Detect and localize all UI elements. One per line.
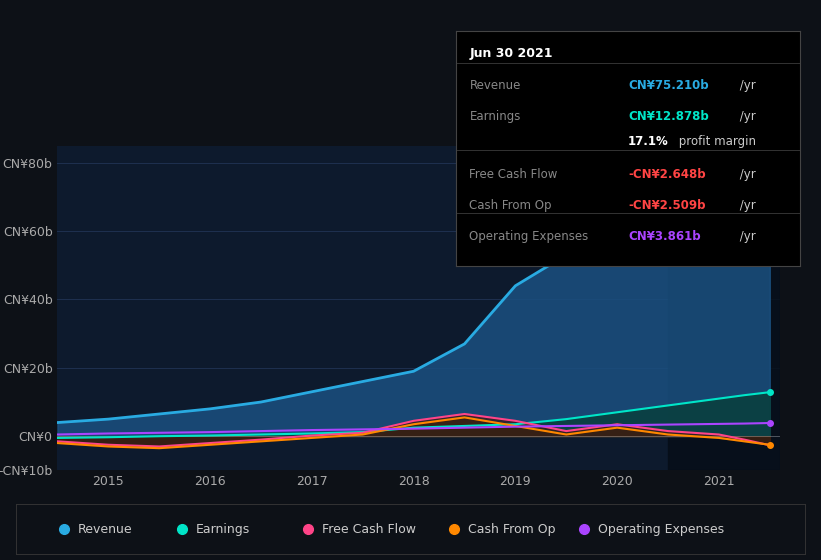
Text: -CN¥2.648b: -CN¥2.648b [628, 169, 706, 181]
Text: Free Cash Flow: Free Cash Flow [322, 522, 416, 536]
Text: CN¥3.861b: CN¥3.861b [628, 230, 700, 242]
Text: profit margin: profit margin [675, 136, 755, 148]
Text: Cash From Op: Cash From Op [470, 199, 552, 212]
Text: -CN¥2.509b: -CN¥2.509b [628, 199, 705, 212]
Text: /yr: /yr [736, 230, 755, 242]
Text: Earnings: Earnings [196, 522, 250, 536]
Text: /yr: /yr [736, 199, 755, 212]
Text: /yr: /yr [736, 110, 755, 123]
Text: Operating Expenses: Operating Expenses [598, 522, 724, 536]
Text: CN¥75.210b: CN¥75.210b [628, 79, 709, 92]
Text: Jun 30 2021: Jun 30 2021 [470, 47, 553, 60]
Text: CN¥12.878b: CN¥12.878b [628, 110, 709, 123]
Text: /yr: /yr [736, 169, 755, 181]
Text: Cash From Op: Cash From Op [468, 522, 556, 536]
Text: Earnings: Earnings [470, 110, 521, 123]
Text: /yr: /yr [736, 79, 755, 92]
Text: Operating Expenses: Operating Expenses [470, 230, 589, 242]
Text: Revenue: Revenue [78, 522, 132, 536]
Text: 17.1%: 17.1% [628, 136, 669, 148]
Text: Revenue: Revenue [470, 79, 521, 92]
Polygon shape [668, 146, 780, 470]
Text: Free Cash Flow: Free Cash Flow [470, 169, 557, 181]
